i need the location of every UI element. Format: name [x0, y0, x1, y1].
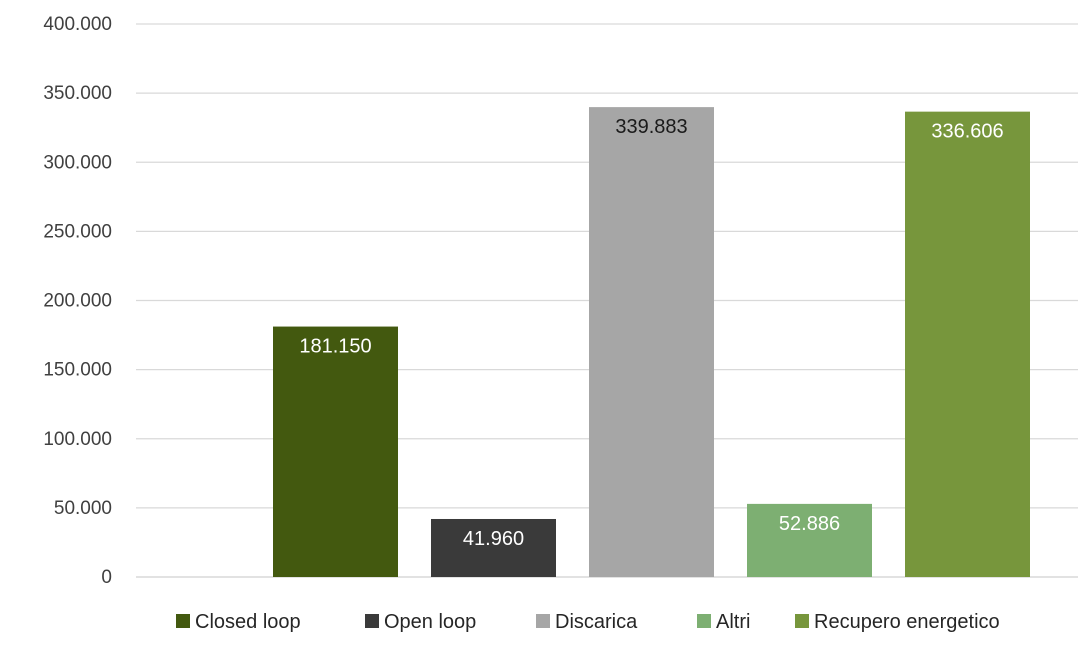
- bars: [273, 107, 1030, 577]
- data-labels: 181.150 41.960 339.883 52.886 336.606: [299, 116, 1003, 550]
- legend-label: Open loop: [384, 611, 476, 633]
- legend-swatch: [536, 614, 550, 628]
- y-tick-label: 50.000: [54, 498, 112, 519]
- y-tick-label: 200.000: [43, 291, 112, 312]
- data-label: 41.960: [463, 528, 524, 550]
- y-tick-label: 400.000: [43, 14, 112, 35]
- legend-swatch: [365, 614, 379, 628]
- legend-label: Recupero energetico: [814, 611, 1000, 633]
- y-tick-label: 250.000: [43, 221, 112, 242]
- legend-swatch: [176, 614, 190, 628]
- y-tick-label: 150.000: [43, 360, 112, 381]
- bar-closed-loop: [273, 326, 398, 577]
- data-label: 52.886: [779, 513, 840, 535]
- legend: Closed loop Open loop Discarica Altri Recupe…: [176, 611, 1000, 633]
- legend-label: Discarica: [555, 611, 638, 633]
- y-tick-label: 350.000: [43, 83, 112, 104]
- y-tick-label: 100.000: [43, 429, 112, 450]
- bar-discarica: [589, 107, 714, 577]
- bar-open-loop: [431, 518, 556, 577]
- bar-altri: [747, 503, 872, 577]
- legend-swatch: [795, 614, 809, 628]
- data-label: 181.150: [299, 336, 371, 358]
- legend-label: Altri: [716, 611, 750, 633]
- legend-label: Closed loop: [195, 611, 301, 633]
- y-axis: 0 50.000 100.000 150.000 200.000 250.000 300.0…: [43, 14, 112, 588]
- data-label: 336.606: [931, 121, 1003, 143]
- y-tick-label: 0: [101, 567, 112, 588]
- y-tick-label: 300.000: [43, 152, 112, 173]
- data-label: 339.883: [615, 116, 687, 138]
- legend-swatch: [697, 614, 711, 628]
- bar-recupero-energetico: [905, 111, 1030, 577]
